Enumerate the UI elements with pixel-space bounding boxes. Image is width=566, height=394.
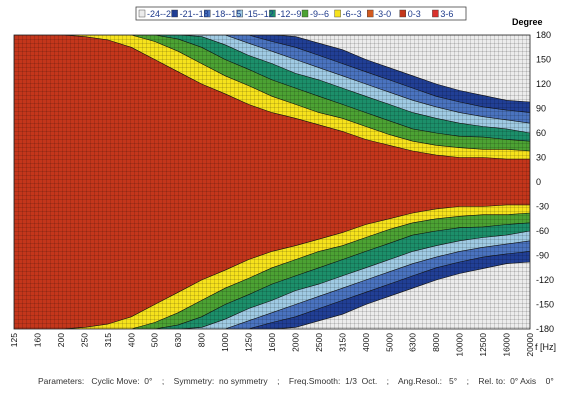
y-tick-label: 60 [536,128,546,138]
legend-swatch-9 [432,9,439,18]
legend-label-8: 0-3 [408,9,421,19]
x-tick-label: 8000 [431,333,441,352]
plot-gridlines [14,35,530,329]
legend: -24--21 -21--18 -18--15 -15--12 -12--9 -9--6 -… [135,6,467,21]
x-tick-label: 6300 [408,333,418,352]
y-tick-label: 30 [536,153,546,163]
y-tick-label: -150 [536,300,554,310]
x-tick-label: 630 [173,333,183,347]
x-tick-label: 315 [103,333,113,347]
x-tick-label: 800 [197,333,207,347]
parameters-line: Parameters: Cyclic Move: 0° ; Symmetry: … [38,376,554,386]
y-tick-label: 120 [536,79,551,89]
y-tick-label: 180 [536,30,551,40]
legend-label-7: -3-0 [375,9,391,19]
x-tick-label: 2000 [291,333,301,352]
y-tick-label: 90 [536,104,546,114]
x-tick-label: 12500 [478,333,488,357]
legend-swatch-4 [269,9,276,18]
legend-label-0: -24--21 [147,9,176,19]
y-tick-label: -60 [536,226,549,236]
y-axis-title: Degree [512,17,543,27]
legend-label-1: -21--18 [180,9,209,19]
y-tick-label: -90 [536,251,549,261]
legend-swatch-0 [138,9,146,18]
y-tick-label: 0 [536,177,541,187]
legend-label-2: -18--15 [212,9,241,19]
x-tick-label: 10000 [455,333,465,357]
x-tick-label: 2500 [314,333,324,352]
legend-swatch-6 [334,9,341,18]
y-tick-label: -180 [536,324,554,334]
x-axis-ticks: 125 160 200 250 315 400 500 630 800 1000 1250 1600 2… [9,333,535,357]
x-tick-label: 20000 [525,333,535,357]
legend-label-6: -6--3 [343,9,362,19]
x-tick-label: 500 [150,333,160,347]
x-tick-label: 16000 [502,333,512,357]
x-tick-label: 125 [9,333,19,347]
legend-swatch-5 [301,9,309,18]
x-tick-label: 400 [126,333,136,347]
legend-swatch-2 [203,9,211,18]
legend-swatch-7 [367,9,374,18]
y-tick-label: 150 [536,55,551,65]
legend-swatch-3 [236,9,244,18]
x-tick-label: 5000 [384,333,394,352]
x-tick-label: 3150 [337,333,347,352]
legend-label-5: -9--6 [310,9,329,19]
legend-label-4: -12--9 [277,9,301,19]
plot-frame [13,34,531,330]
x-tick-label: 4000 [361,333,371,352]
x-tick-label: 200 [56,333,66,347]
x-tick-label: 160 [33,333,43,347]
x-tick-label: 250 [79,333,89,347]
y-axis-ticks: 180 150 120 90 60 30 0 -30 -60 -90 -120 -150 -180 [536,30,554,334]
legend-swatch-1 [171,9,178,18]
y-tick-label: -30 [536,202,549,212]
legend-label-3: -15--12 [245,9,274,19]
legend-swatch-8 [399,9,406,18]
legend-label-9: 3-6 [440,9,453,19]
y-tick-label: -120 [536,275,554,285]
x-tick-label: 1000 [220,333,230,352]
x-axis-title: f [Hz] [535,342,556,352]
x-tick-label: 1600 [267,333,277,352]
legend-frame [135,6,467,21]
x-tick-label: 1250 [244,333,254,352]
